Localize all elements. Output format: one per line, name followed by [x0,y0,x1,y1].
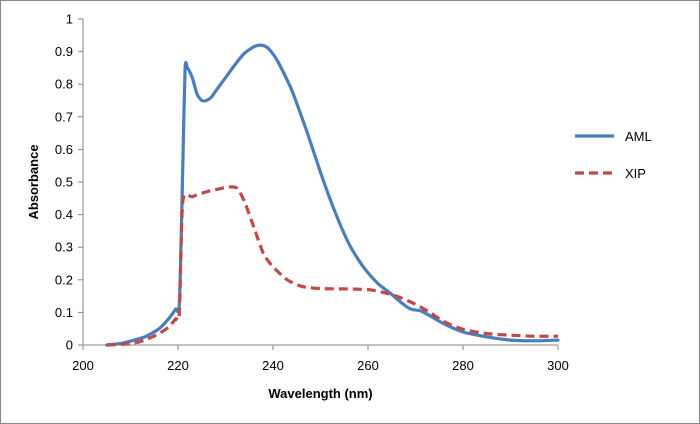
x-axis: 200 220 240 260 280 300 [72,344,569,373]
x-tick-label: 240 [262,358,284,373]
legend-label-aml: AML [625,129,652,144]
y-axis-title: Absorbance [26,144,41,219]
series-line-xip [106,185,559,347]
x-tick-label: 200 [72,358,94,373]
y-tick-label: 0.2 [55,272,73,287]
x-axis-title: Wavelength (nm) [268,386,372,401]
x-tick-label: 220 [167,358,189,373]
y-tick-label: 0.9 [55,44,73,59]
y-tick-label: 0.5 [55,175,73,190]
y-tick-label: 0.6 [55,142,73,157]
y-axis: 0 0.1 0.2 0.3 0.4 0.5 0.6 0.7 0.8 0.9 1 [55,12,84,353]
plot-area [105,43,560,347]
series-line-aml [105,43,560,347]
y-tick-label: 0 [66,338,73,353]
y-tick-label: 0.1 [55,305,73,320]
y-tick-label: 0.8 [55,77,73,92]
x-tick-label: 260 [357,358,379,373]
y-tick-label: 0.7 [55,109,73,124]
legend: AML XIP [575,129,652,181]
y-tick-label: 0.3 [55,240,73,255]
y-tick-label: 1 [66,12,73,27]
x-tick-label: 280 [452,358,474,373]
legend-label-xip: XIP [625,166,646,181]
y-tick-label: 0.4 [55,207,73,222]
x-tick-label: 300 [547,358,569,373]
